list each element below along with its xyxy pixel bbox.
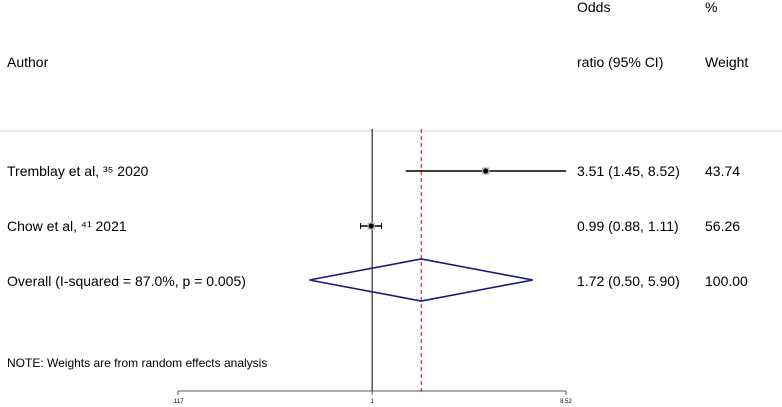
study-label: Chow et al, ⁴¹ 2021 — [7, 218, 127, 234]
ratio-ci-header: ratio (95% CI) — [577, 54, 663, 70]
study-ci-text: 3.51 (1.45, 8.52) — [577, 163, 680, 179]
percent-header: % — [705, 0, 717, 15]
x-axis-tick-label: 1 — [370, 399, 374, 405]
author-header: Author — [7, 54, 49, 70]
study-point — [368, 223, 374, 229]
overall-label: Overall (I-squared = 87.0%, p = 0.005) — [7, 273, 246, 289]
study-label: Tremblay et al, ³⁵ 2020 — [7, 163, 149, 179]
plot-marks: .117 1 8.52 — [172, 129, 572, 405]
x-axis-tick-label: 8.52 — [560, 399, 572, 405]
overall-weight: 100.00 — [705, 273, 748, 289]
overall-diamond — [309, 258, 533, 302]
study-weight: 56.26 — [705, 218, 740, 234]
study-ci-text: 0.99 (0.88, 1.11) — [577, 218, 679, 234]
overall-ci-text: 1.72 (0.50, 5.90) — [577, 273, 680, 289]
footnote: NOTE: Weights are from random effects an… — [7, 356, 267, 370]
study-point — [483, 168, 489, 174]
x-axis-tick-label: .117 — [172, 399, 184, 405]
study-weight: 43.74 — [705, 163, 740, 179]
weight-header: Weight — [705, 54, 748, 70]
odds-header: Odds — [577, 0, 610, 15]
